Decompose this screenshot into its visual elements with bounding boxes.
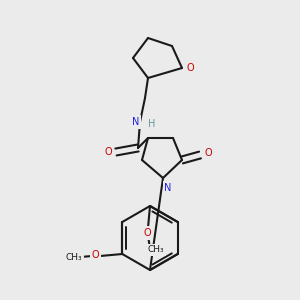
Text: N: N xyxy=(164,183,172,193)
Text: CH₃: CH₃ xyxy=(66,253,82,262)
Text: N: N xyxy=(132,117,140,127)
Text: H: H xyxy=(148,119,156,129)
Text: O: O xyxy=(186,63,194,73)
Text: O: O xyxy=(204,148,212,158)
Text: O: O xyxy=(104,147,112,157)
Text: O: O xyxy=(143,228,151,238)
Text: O: O xyxy=(92,250,99,260)
Text: CH₃: CH₃ xyxy=(148,245,164,254)
